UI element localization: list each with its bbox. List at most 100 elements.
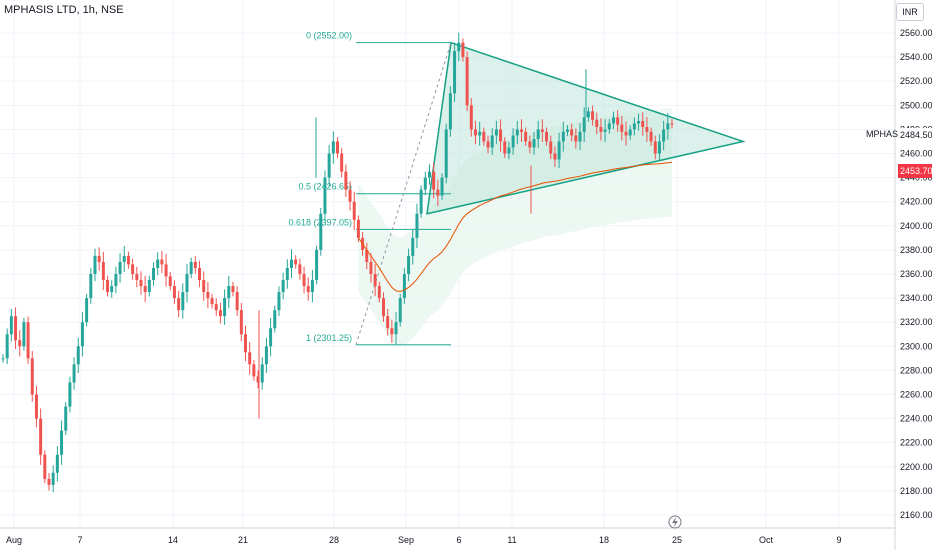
candle-body <box>348 189 352 202</box>
candle-body <box>323 177 327 214</box>
candle-body <box>189 261 193 274</box>
candle-body <box>340 153 344 172</box>
candle-body <box>202 280 206 293</box>
candle-body <box>386 316 390 329</box>
time-tick-label: Sep <box>398 535 414 545</box>
candle-body <box>302 274 306 287</box>
candle-body <box>653 141 657 154</box>
candle-body <box>662 129 666 142</box>
candle-body <box>1 358 5 360</box>
candle-body <box>637 120 641 124</box>
candle-body <box>448 93 452 130</box>
candle-body <box>76 346 80 365</box>
time-tick-label: Oct <box>759 535 774 545</box>
candle-body <box>22 322 26 347</box>
candle-body <box>528 141 532 148</box>
candle-body <box>227 286 231 299</box>
candle-body <box>114 274 118 287</box>
candle-body <box>469 105 473 130</box>
candle-body <box>152 267 156 281</box>
candle-body <box>14 316 18 341</box>
candle-body <box>43 454 47 479</box>
candle-body <box>419 189 423 214</box>
time-tick-label: 14 <box>168 535 178 545</box>
candle-body <box>591 111 595 120</box>
candle-body <box>281 280 285 293</box>
candle-body <box>503 141 507 154</box>
candle-body <box>436 189 440 196</box>
candle-body <box>231 286 235 293</box>
price-tick-label: 2280.00 <box>900 365 932 375</box>
candle-body <box>377 286 381 299</box>
time-tick-label: 28 <box>329 535 339 545</box>
candle-body <box>34 394 38 419</box>
candle-body <box>666 123 670 130</box>
candle-body <box>97 255 101 262</box>
candle-body <box>5 334 9 359</box>
fib-trend-line <box>355 42 452 345</box>
candle-body <box>160 259 164 265</box>
price-tick-label: 2260.00 <box>900 389 932 399</box>
candle-body <box>273 310 277 329</box>
candle-body <box>26 322 30 359</box>
candle-body <box>561 131 565 142</box>
candle-body <box>80 322 84 347</box>
price-axis[interactable]: 2160.00 2180.00 2200.00 2220.00 2240.00 2260.… <box>894 0 932 550</box>
candle-body <box>72 364 76 383</box>
candle-body <box>106 280 110 293</box>
candle-body <box>118 261 122 274</box>
candle-body <box>315 249 319 281</box>
candle-body <box>515 129 519 136</box>
candle-body <box>331 141 335 154</box>
candle-body <box>239 310 243 335</box>
candle-body <box>336 141 339 154</box>
candle-body <box>519 129 523 132</box>
lightning-icon[interactable] <box>668 515 682 529</box>
symbol-label: MPHASIS <box>866 129 907 139</box>
candle-body <box>223 298 227 317</box>
time-tick-label: 6 <box>456 535 461 545</box>
candle-body <box>532 139 536 148</box>
candle-body <box>310 280 314 293</box>
candle-body <box>453 51 457 94</box>
currency-button[interactable]: INR <box>896 3 924 21</box>
candle-body <box>365 249 369 262</box>
candle-body <box>616 117 620 125</box>
candle-body <box>603 129 607 132</box>
candle-body <box>524 131 528 142</box>
candle-body <box>411 237 415 256</box>
price-tick-label: 2400.00 <box>900 221 932 231</box>
candle-body <box>494 129 498 136</box>
candle-body <box>277 292 281 311</box>
candle-body <box>553 153 557 160</box>
candle-body <box>185 274 189 293</box>
price-tick-label: 2340.00 <box>900 293 932 303</box>
candle-body <box>540 129 544 132</box>
candle-body <box>39 418 43 455</box>
chart-title: MPHASIS LTD, 1h, NSE <box>4 4 124 16</box>
candle-body <box>214 304 218 311</box>
candle-body <box>298 264 302 274</box>
candle-body <box>172 286 176 299</box>
candle-body <box>641 120 645 128</box>
candle-body <box>51 472 55 485</box>
candle-body <box>126 255 130 265</box>
candle-body <box>407 255 411 274</box>
candle-body <box>206 292 210 299</box>
price-tick-label: 2380.00 <box>900 245 932 255</box>
price-tick-label: 2320.00 <box>900 317 932 327</box>
candle-body <box>586 111 590 118</box>
candle-body <box>645 127 649 132</box>
candle-body <box>68 382 72 407</box>
price-tick-label: 2300.00 <box>900 341 932 351</box>
candle-body <box>369 261 373 274</box>
last-price-label: 2484.50 <box>898 128 932 142</box>
candle-body <box>624 131 628 136</box>
candle-body <box>164 264 168 277</box>
time-axis[interactable]: Aug 7 14 21 28 Sep 6 11 18 25 Oct 9 <box>0 527 895 545</box>
candle-body <box>9 316 13 335</box>
candle-body <box>55 454 59 473</box>
price-tick-label: 2180.00 <box>900 486 932 496</box>
candle-body <box>657 141 661 154</box>
